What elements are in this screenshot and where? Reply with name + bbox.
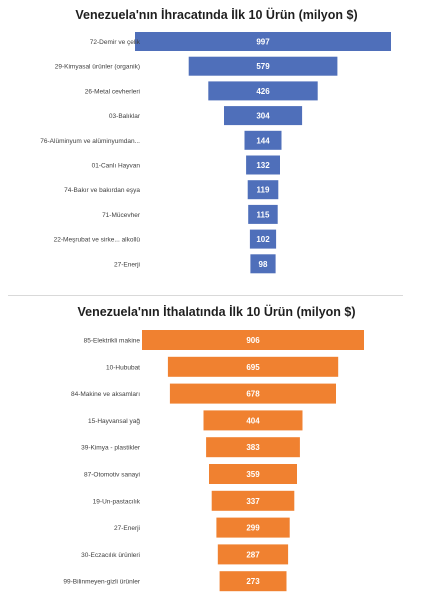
bar: [246, 155, 280, 175]
category-label: 26-Metal cevherleri: [85, 88, 140, 95]
category-label: 72-Demir ve çelik: [90, 39, 141, 46]
data-label: 678: [246, 390, 260, 399]
category-label: 27-Enerji: [114, 261, 140, 268]
data-label: 119: [257, 186, 270, 195]
category-label: 85-Elektrikli makine: [84, 338, 141, 345]
data-label: 337: [246, 497, 260, 506]
category-label: 30-Eczacılık ürünleri: [81, 552, 140, 559]
category-label: 74-Bakır ve bakırdan eşya: [64, 187, 140, 194]
import-chart: Venezuela'nın İthalatında İlk 10 Ürün (m…: [0, 303, 433, 598]
bar: [250, 254, 276, 274]
bar: [135, 32, 391, 51]
export-chart: Venezuela'nın İhracatında İlk 10 Ürün (m…: [0, 6, 433, 286]
category-label: 84-Makine ve aksamları: [71, 391, 140, 398]
bar: [219, 571, 287, 592]
data-label: 404: [246, 416, 260, 425]
category-label: 71-Mücevher: [102, 212, 141, 219]
data-label: 695: [246, 363, 260, 372]
data-label: 997: [256, 38, 270, 47]
chart-divider: [8, 295, 403, 296]
category-label: 76-Alüminyum ve alüminyumdan...: [40, 138, 140, 145]
bar: [217, 544, 289, 565]
bar: [248, 204, 278, 224]
category-label: 99-Bilinmeyen-gizli ürünler: [63, 579, 140, 586]
category-label: 39-Kimya - plastikler: [81, 445, 141, 452]
bar: [206, 437, 300, 458]
bar: [208, 81, 318, 101]
data-label: 359: [246, 470, 260, 479]
category-label: 19-Un-pastacılık: [93, 498, 141, 505]
category-label: 15-Hayvansal yağ: [88, 418, 140, 425]
bar: [167, 356, 339, 377]
bar: [203, 410, 303, 431]
bar: [244, 130, 282, 150]
category-label: 22-Meşrubat ve sirke... alkollü: [54, 237, 141, 244]
export-chart-plot: 997 72-Demir ve çelik 579 29-Kimyasal ürünl…: [40, 32, 391, 274]
category-label: 27-Enerji: [114, 525, 140, 532]
data-label: 383: [246, 443, 260, 452]
data-label: 426: [256, 87, 270, 96]
data-label: 115: [257, 210, 270, 219]
category-label: 10-Hububat: [106, 364, 140, 371]
category-label: 01-Canlı Hayvan: [92, 163, 141, 170]
data-label: 287: [246, 550, 260, 559]
data-label: 579: [256, 62, 270, 71]
data-label: 273: [246, 577, 260, 586]
import-chart-plot: 906 85-Elektrikli makine 695 10-Hububat 678 8…: [63, 330, 364, 592]
bar: [216, 517, 290, 538]
chart-title: Venezuela'nın İhracatında İlk 10 Ürün (m…: [75, 8, 358, 22]
bar: [249, 229, 277, 249]
data-label: 906: [246, 336, 260, 345]
data-label: 132: [256, 161, 270, 170]
data-label: 144: [256, 136, 270, 145]
chart-title: Venezuela'nın İthalatında İlk 10 Ürün (m…: [77, 305, 356, 319]
data-label: 102: [256, 235, 270, 244]
data-label: 304: [256, 112, 270, 121]
data-label: 299: [246, 524, 260, 533]
bar: [188, 56, 338, 76]
bar: [209, 464, 297, 484]
bar: [247, 180, 279, 200]
category-label: 29-Kimyasal ürünler (organik): [55, 64, 140, 71]
bar: [142, 330, 364, 350]
bar: [169, 383, 336, 404]
bar: [224, 106, 303, 126]
category-label: 03-Balıklar: [109, 113, 141, 120]
category-label: 87-Otomotiv sanayi: [84, 472, 140, 479]
bar: [211, 490, 295, 511]
data-label: 98: [259, 260, 268, 269]
